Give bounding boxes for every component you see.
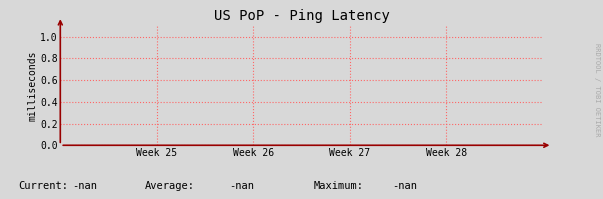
Text: -nan: -nan: [392, 181, 417, 191]
Text: Current:: Current:: [18, 181, 68, 191]
Text: -nan: -nan: [72, 181, 97, 191]
Y-axis label: milliseconds: milliseconds: [27, 50, 37, 121]
Text: -nan: -nan: [229, 181, 254, 191]
Title: US PoP - Ping Latency: US PoP - Ping Latency: [213, 9, 390, 23]
Text: RRDTOOL / TOBI OETIKER: RRDTOOL / TOBI OETIKER: [594, 43, 600, 136]
Text: Maximum:: Maximum:: [314, 181, 364, 191]
Text: Average:: Average:: [145, 181, 195, 191]
